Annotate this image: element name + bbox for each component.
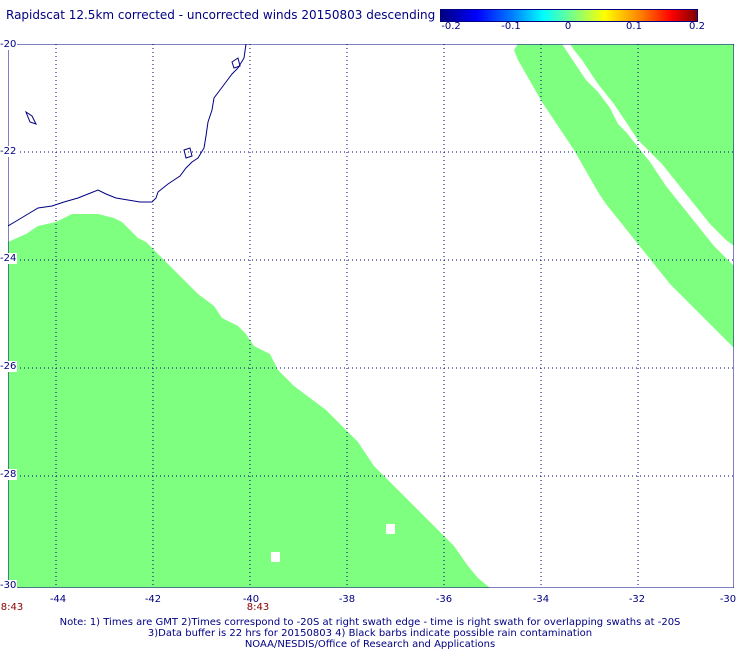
- latitude-label: -28: [0, 469, 18, 480]
- lat-lon-grid: [8, 44, 734, 588]
- longitude-label: -32: [628, 594, 646, 605]
- swath-northeast: [514, 44, 734, 348]
- swath-southwest: [8, 214, 490, 588]
- wind-difference-map: [8, 44, 734, 588]
- color-scale-tick: 0.2: [689, 21, 705, 32]
- longitude-label: -30: [719, 594, 737, 605]
- latitude-label: -26: [0, 361, 18, 372]
- color-scale-tick: 0.1: [626, 21, 642, 32]
- color-scale-bar: [440, 9, 698, 22]
- longitude-label: -42: [144, 594, 162, 605]
- latitude-label: -20: [0, 39, 18, 50]
- longitude-label: -40: [242, 594, 260, 605]
- swath-gaps: [271, 524, 395, 562]
- footnote-line-2: 3)Data buffer is 22 hrs for 20150803 4) …: [147, 628, 593, 639]
- longitude-label: -34: [532, 594, 550, 605]
- longitude-label: -38: [338, 594, 356, 605]
- color-scale-tick: 0: [564, 21, 572, 32]
- longitude-label: -44: [49, 594, 67, 605]
- latitude-label: -22: [0, 146, 18, 157]
- latitude-label: -24: [0, 253, 18, 264]
- color-scale-tick: -0.2: [441, 21, 461, 32]
- color-scale-tick: -0.1: [501, 21, 521, 32]
- swath-time-label: 8:43: [0, 602, 24, 613]
- coastline: [8, 44, 247, 227]
- longitude-label: -36: [435, 594, 453, 605]
- latitude-label: -30: [0, 580, 18, 591]
- footnote-line-3: NOAA/NESDIS/Office of Research and Appli…: [244, 639, 496, 650]
- footnote-line-1: Note: 1) Times are GMT 2)Times correspon…: [59, 617, 681, 628]
- swath-time-label: 8:43: [246, 602, 270, 613]
- map-title: Rapidscat 12.5km corrected - uncorrected…: [6, 8, 436, 22]
